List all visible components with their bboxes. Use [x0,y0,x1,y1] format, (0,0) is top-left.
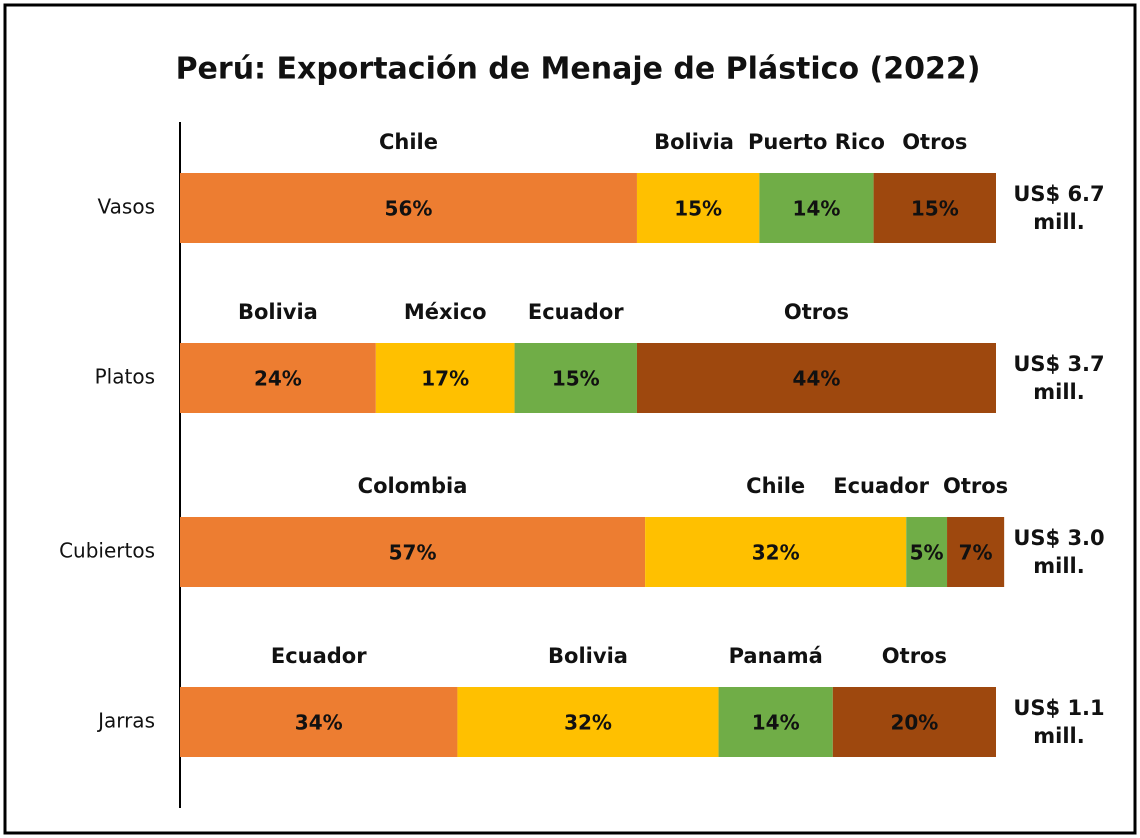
data-label: 24% [254,367,302,391]
data-label: 5% [910,541,944,565]
segment-label: Ecuador [833,474,929,498]
chart-title: Perú: Exportación de Menaje de Plástico … [176,52,981,87]
bar-segment [180,517,646,587]
data-label: 15% [674,197,722,221]
bar-segment [180,173,637,243]
data-label: 56% [385,197,433,221]
bar-segment [645,517,907,587]
segment-label: Otros [882,644,947,668]
bar-segment [906,517,948,587]
y-tick-label: Vasos [98,195,155,219]
segment-label: Bolivia [654,130,734,154]
bar-segment [375,343,515,413]
bar-segment [759,173,874,243]
segment-label: Chile [746,474,805,498]
bar-segment [832,687,996,757]
segment-label: Otros [943,474,1008,498]
bar-segment [636,343,996,413]
segment-label: Bolivia [238,300,318,324]
data-label: 15% [552,367,600,391]
data-label: 14% [793,197,841,221]
segment-label: Otros [784,300,849,324]
bar-segment [718,687,833,757]
bar-segment [636,173,760,243]
total-label: US$ 3.7 mill. [1013,352,1105,404]
segment-label: Chile [379,130,438,154]
y-tick-label: Platos [95,365,155,389]
data-label: 14% [752,711,800,735]
segment-label: Bolivia [548,644,628,668]
segment-label: Puerto Rico [748,130,885,154]
bar-segment [873,173,996,243]
segment-label: México [404,300,487,324]
data-label: 32% [752,541,800,565]
segment-label: Ecuador [271,644,367,668]
total-label: US$ 6.7 mill. [1013,182,1105,234]
data-label: 7% [959,541,993,565]
segment-label: Panamá [729,644,823,668]
data-label: 57% [389,541,437,565]
total-label: US$ 1.1 mill. [1013,696,1105,748]
data-label: 34% [295,711,343,735]
segment-label: Colombia [358,474,468,498]
segment-label: Ecuador [528,300,624,324]
data-label: 15% [911,197,959,221]
data-label: 20% [890,711,938,735]
bar-segment [180,687,458,757]
segment-label: Otros [902,130,967,154]
data-label: 17% [421,367,469,391]
y-tick-label: Cubiertos [59,539,155,563]
y-tick-label: Jarras [96,709,155,733]
data-label: 44% [793,367,841,391]
bar-segment [180,343,376,413]
bar-segment [514,343,637,413]
bar-segment [457,687,719,757]
data-label: 32% [564,711,612,735]
bar-segment [947,517,1005,587]
total-label: US$ 3.0 mill. [1013,526,1105,578]
